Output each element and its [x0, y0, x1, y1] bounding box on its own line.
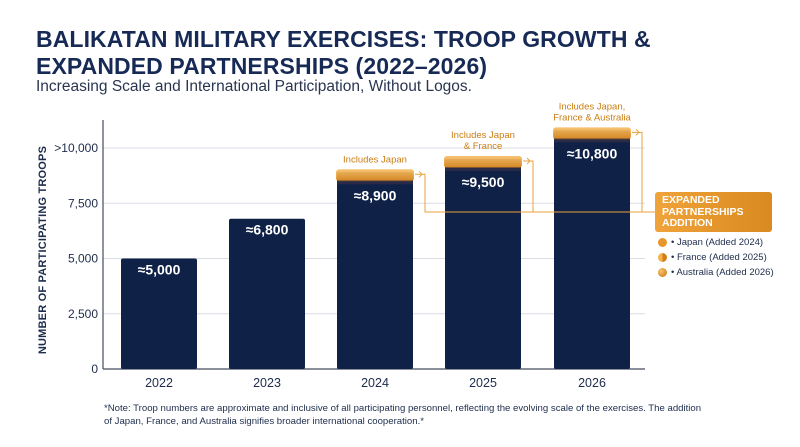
chart-title: BALIKATAN MILITARY EXERCISES: TROOP GROW… — [36, 26, 651, 79]
annotation-connector — [523, 160, 655, 213]
bar-value-label: ≈10,800 — [567, 145, 618, 161]
annotation-label: France & Australia — [553, 112, 631, 123]
x-tick-label: 2026 — [578, 376, 606, 390]
annotation-label: Includes Japan — [451, 130, 515, 141]
partner-cap — [553, 127, 631, 140]
australia-dot-icon — [658, 268, 667, 277]
annotation-label: & France — [464, 141, 503, 152]
x-tick-label: 2025 — [469, 376, 497, 390]
partner-cap-shadow — [337, 180, 413, 185]
y-tick-label: >10,000 — [54, 141, 98, 155]
bar-value-label: ≈6,800 — [246, 222, 289, 238]
partner-cap — [444, 156, 522, 169]
annotation-label: Includes Japan — [343, 154, 407, 165]
japan-dot-icon — [658, 238, 667, 247]
bar — [337, 172, 413, 369]
legend-label-japan: • Japan (Added 2024) — [671, 237, 764, 248]
bar — [121, 258, 197, 369]
footnote: *Note: Troop numbers are approximate and… — [104, 403, 702, 427]
x-tick-label: 2023 — [253, 376, 281, 390]
connector-arrow-icon — [635, 128, 640, 136]
legend-item-australia: • Australia (Added 2026) — [658, 267, 774, 278]
annotation-connector — [632, 131, 655, 213]
france-dot-icon — [658, 253, 667, 262]
partner-cap-shadow — [554, 138, 630, 143]
bar — [554, 130, 630, 369]
connector-arrow-icon — [526, 157, 531, 165]
chart-subtitle: Increasing Scale and International Parti… — [36, 78, 472, 95]
partner-cap-shadow — [445, 167, 521, 172]
y-tick-label: 5,000 — [68, 252, 98, 266]
bar — [229, 218, 305, 369]
annotation-label: Includes Japan, — [559, 101, 626, 112]
x-tick-label: 2024 — [361, 376, 389, 390]
y-tick-label: 2,500 — [68, 307, 98, 321]
connector-arrow-icon — [418, 170, 423, 178]
legend-label-australia: • Australia (Added 2026) — [671, 267, 774, 278]
bar-value-label: ≈8,900 — [354, 187, 397, 203]
legend-item-japan: • Japan (Added 2024) — [658, 237, 763, 248]
bar-value-label: ≈5,000 — [138, 262, 181, 278]
legend-title: EXPANDED PARTNERSHIPS ADDITION — [655, 192, 772, 232]
legend-label-france: • France (Added 2025) — [671, 252, 767, 263]
partner-cap — [336, 169, 414, 182]
x-tick-label: 2022 — [145, 376, 173, 390]
y-tick-label: 0 — [91, 362, 98, 376]
y-tick-label: 7,500 — [68, 196, 98, 210]
legend-item-france: • France (Added 2025) — [658, 252, 767, 263]
bar-value-label: ≈9,500 — [462, 174, 505, 190]
bar — [445, 159, 521, 369]
